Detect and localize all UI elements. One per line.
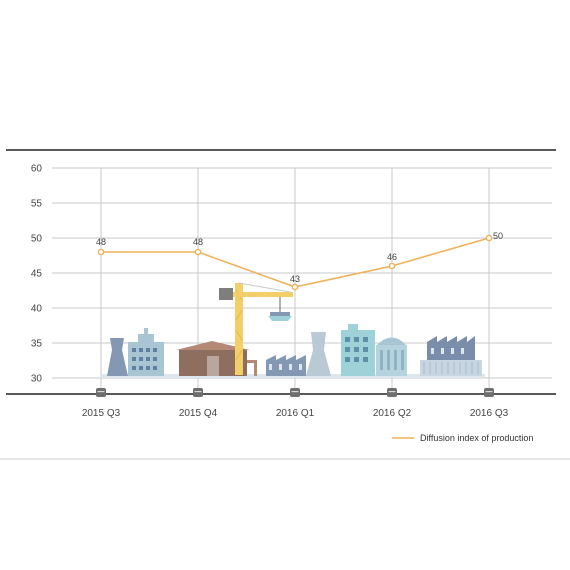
x-tick-marker-detail [388,391,396,393]
y-axis-ticks: 60 55 50 45 40 35 30 [31,164,43,385]
dome-building-icon [376,337,407,376]
x-tick-marker-detail [194,391,202,393]
cooling-tower-right-icon [306,332,331,376]
tall-building-icon [341,324,375,376]
industry-illustration [100,282,485,378]
y-tick-label: 60 [31,164,43,175]
data-label: 48 [96,237,106,247]
x-tick-marker [193,388,203,397]
office-building-icon [128,328,164,376]
legend: Diffusion index of production [392,433,533,443]
x-tick-marker-detail [485,391,493,393]
data-point [485,234,493,242]
x-tick-marker [96,388,106,397]
data-label: 48 [193,237,203,247]
data-label: 50 [493,231,503,241]
right-factory-icon [420,336,482,376]
y-tick-label: 55 [31,199,43,210]
x-tick-label: 2015 Q4 [179,408,218,419]
data-point [194,248,202,256]
x-tick-label: 2015 Q3 [82,408,121,419]
data-point [97,248,105,256]
y-tick-label: 45 [31,269,43,280]
y-tick-label: 50 [31,234,43,245]
x-tick-marker-detail [97,391,105,393]
x-tick-marker-detail [291,391,299,393]
legend-label: Diffusion index of production [420,433,533,443]
data-point [291,283,299,291]
sawtooth-factory-icon [266,355,306,376]
y-tick-label: 40 [31,304,43,315]
cooling-tower-left-icon [107,338,128,376]
series-diffusion-index: 48 48 43 46 50 [96,231,503,291]
x-tick-label: 2016 Q2 [373,408,412,419]
warehouse-icon [176,341,257,376]
x-tick-marker [290,388,300,397]
grid-lines [52,167,552,392]
x-tick-label: 2016 Q1 [276,408,315,419]
x-tick-label: 2016 Q3 [470,408,509,419]
x-axis-ticks: 2015 Q3 2015 Q4 2016 Q1 2016 Q2 2016 Q3 [82,388,509,419]
y-tick-label: 30 [31,374,43,385]
construction-crane-icon [219,282,293,375]
data-label: 43 [290,274,300,284]
y-tick-label: 35 [31,339,43,350]
data-label: 46 [387,252,397,262]
x-tick-marker [387,388,397,397]
data-point [388,262,396,270]
x-tick-marker [484,388,494,397]
